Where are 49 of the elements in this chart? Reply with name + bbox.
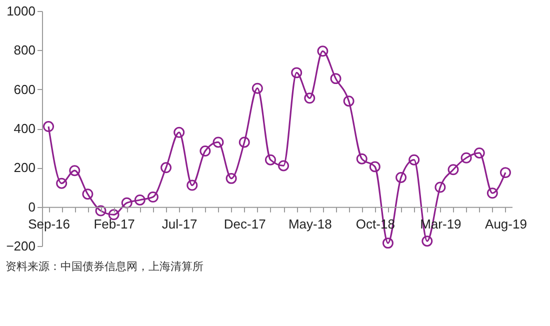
point	[408, 154, 420, 166]
point	[264, 154, 276, 166]
point	[448, 164, 459, 176]
point	[226, 172, 237, 184]
point	[434, 182, 446, 193]
y-tick-label: 1000	[6, 4, 36, 18]
point	[304, 92, 316, 104]
point	[460, 152, 472, 164]
point	[330, 73, 342, 84]
point	[82, 188, 94, 200]
point	[95, 205, 106, 216]
point	[422, 236, 433, 247]
x-tick-label: Sep-16	[28, 216, 70, 232]
point	[356, 153, 368, 164]
point	[200, 146, 211, 157]
x-tick-label: Dec-17	[224, 216, 266, 232]
point	[343, 96, 354, 107]
point	[238, 136, 250, 148]
x-tick-label: Jul-17	[162, 216, 198, 232]
point	[396, 172, 407, 183]
point	[121, 197, 132, 208]
point	[317, 46, 328, 57]
point	[69, 165, 80, 176]
point	[486, 188, 498, 199]
x-tick-label: Feb-17	[94, 216, 135, 232]
y-tick-label: −200	[6, 238, 36, 254]
point	[56, 178, 68, 189]
x-tick-label: May-18	[288, 216, 332, 232]
point	[369, 161, 380, 172]
text: 资料来源：中国债券信息网，上海清算所	[6, 260, 204, 273]
point	[382, 238, 394, 249]
point	[174, 126, 185, 138]
y-tick-label: 0	[28, 199, 36, 214]
point	[474, 147, 485, 158]
point	[278, 160, 290, 172]
y-tick-label: 400	[14, 121, 36, 136]
point	[134, 194, 146, 206]
point	[291, 67, 302, 78]
point	[160, 162, 172, 174]
y-tick-label: 600	[14, 82, 36, 97]
y-tick-label: 200	[14, 160, 36, 176]
point	[43, 121, 54, 132]
x-tick-label: Aug-19	[485, 216, 527, 232]
point	[186, 180, 198, 191]
point	[147, 192, 158, 203]
point	[212, 136, 224, 148]
point	[500, 167, 511, 178]
y-tick-label: 800	[14, 42, 36, 58]
point	[252, 82, 263, 94]
